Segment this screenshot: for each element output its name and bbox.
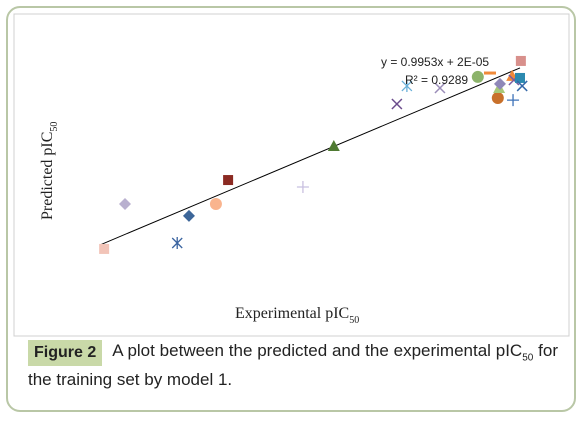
caption-main: A plot between the predicted and the exp… — [112, 341, 523, 360]
point — [516, 80, 528, 92]
caption-sub: 50 — [522, 352, 534, 364]
x-axis-label-sub: 50 — [349, 315, 359, 326]
point — [327, 140, 340, 152]
figure-label: Figure 2 — [28, 340, 103, 366]
trendline-r2: R² = 0.9289 — [405, 73, 468, 87]
y-axis-label-text: Predicted pIC — [39, 132, 56, 220]
caption-end: for the training set by model 1. — [28, 341, 559, 390]
point — [401, 79, 413, 92]
x-axis-label: Experimental pIC50 — [235, 305, 359, 326]
chart-border — [13, 13, 570, 337]
point — [507, 94, 520, 107]
point — [296, 181, 309, 194]
point — [391, 98, 403, 110]
point — [223, 175, 234, 186]
point — [483, 71, 496, 75]
trendline — [99, 67, 521, 246]
point — [515, 55, 526, 66]
point — [209, 198, 222, 211]
chart: Experimental pIC50 Predicted pIC50 y = 0… — [13, 13, 570, 337]
figure-frame — [6, 6, 576, 412]
point — [514, 72, 525, 83]
point — [491, 92, 504, 105]
caption: Figure 2 A plot between the predicted an… — [28, 340, 558, 391]
point — [119, 198, 132, 211]
x-axis-label-text: Experimental pIC — [235, 305, 349, 322]
caption-text: A plot between the predicted and the exp… — [28, 340, 558, 391]
y-axis-label-sub: 50 — [49, 122, 60, 132]
point — [493, 77, 506, 90]
y-axis-label: Predicted pIC50 — [39, 122, 60, 220]
point — [171, 236, 183, 249]
point — [182, 209, 195, 222]
point — [99, 243, 110, 254]
point — [434, 82, 446, 94]
trendline-equation: y = 0.9953x + 2E-05 — [381, 55, 489, 69]
point — [471, 70, 484, 83]
